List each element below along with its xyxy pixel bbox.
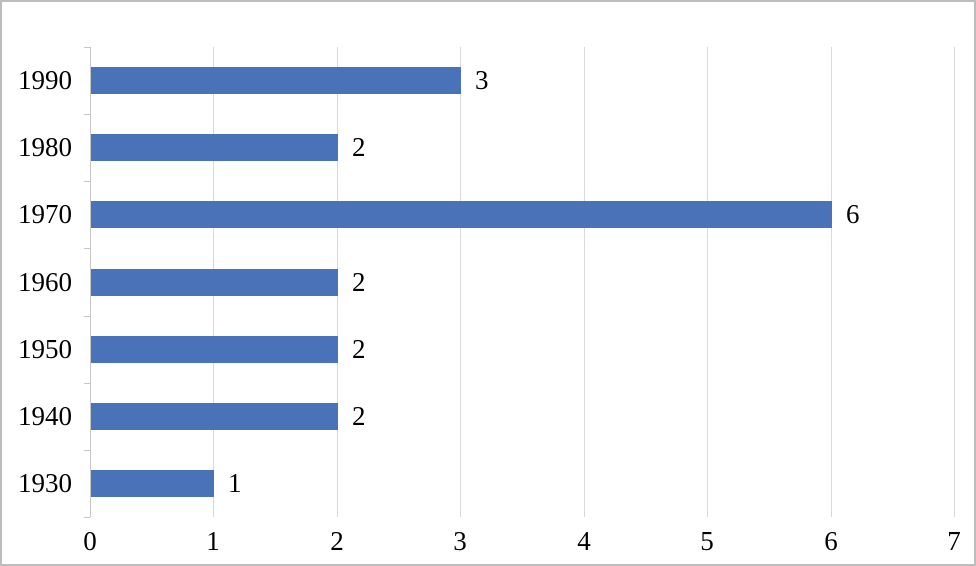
x-axis-label-3: 3 <box>453 526 467 556</box>
data-label-1960: 2 <box>352 267 366 297</box>
y-axis-label-1940: 1940 <box>18 401 72 431</box>
y-axis-label-1930: 1930 <box>18 468 72 498</box>
y-axis-label-1990: 1990 <box>18 65 72 95</box>
x-axis-label-1: 1 <box>206 526 220 556</box>
axis-tick-mark <box>84 316 90 317</box>
data-label-1970: 6 <box>846 199 860 229</box>
bar-1940 <box>91 403 338 430</box>
bar-1930 <box>91 470 214 497</box>
category-axis-line <box>90 47 91 517</box>
x-axis-label-7: 7 <box>947 526 961 556</box>
bar-1970 <box>91 201 832 228</box>
y-axis-label-1970: 1970 <box>18 199 72 229</box>
x-axis-label-5: 5 <box>700 526 714 556</box>
bar-1950 <box>91 336 338 363</box>
axis-tick-mark <box>84 47 90 48</box>
y-axis-label-1960: 1960 <box>18 267 72 297</box>
bar-1990 <box>91 67 461 94</box>
bar-1980 <box>91 134 338 161</box>
major-gridline <box>831 47 832 517</box>
data-label-1930: 1 <box>228 468 242 498</box>
major-gridline <box>707 47 708 517</box>
axis-tick-mark <box>84 517 90 518</box>
major-gridline <box>954 47 955 517</box>
axis-tick-mark <box>84 181 90 182</box>
major-gridline <box>460 47 461 517</box>
data-label-1950: 2 <box>352 334 366 364</box>
data-label-1990: 3 <box>475 65 489 95</box>
axis-tick-mark <box>84 248 90 249</box>
axis-tick-mark <box>84 114 90 115</box>
y-axis-label-1980: 1980 <box>18 132 72 162</box>
major-gridline <box>584 47 585 517</box>
axis-tick-mark <box>84 383 90 384</box>
bar-1960 <box>91 269 338 296</box>
data-label-1940: 2 <box>352 401 366 431</box>
x-axis-label-4: 4 <box>577 526 591 556</box>
x-axis-label-2: 2 <box>330 526 344 556</box>
x-axis-label-6: 6 <box>824 526 838 556</box>
y-axis-label-1950: 1950 <box>18 334 72 364</box>
axis-tick-mark <box>84 450 90 451</box>
x-axis-label-0: 0 <box>83 526 97 556</box>
data-label-1980: 2 <box>352 132 366 162</box>
